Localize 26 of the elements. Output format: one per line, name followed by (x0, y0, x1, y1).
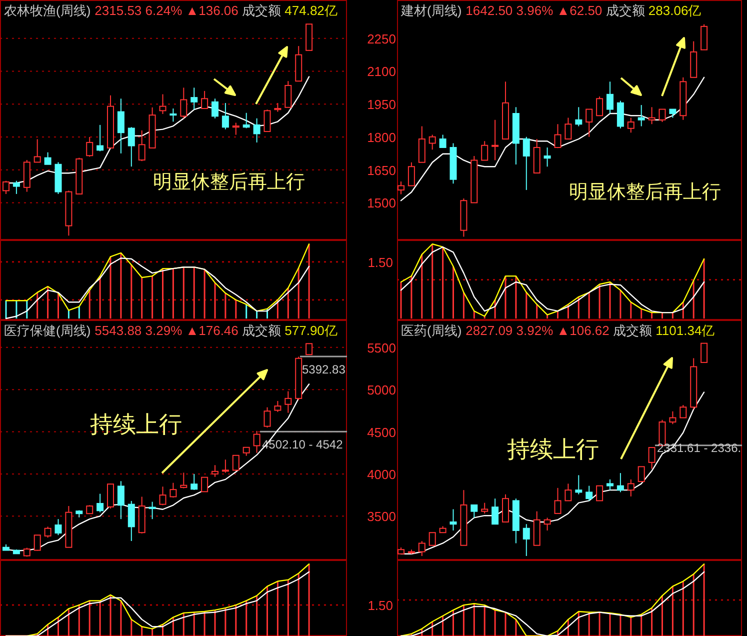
text: 1.50 (368, 598, 393, 613)
y-tick-label: 1500 (367, 196, 396, 211)
annotation: 明显休整后再上行 (569, 182, 721, 203)
y-tick-label: 5000 (367, 382, 396, 398)
annotation: 持续上行 (507, 436, 599, 462)
y-tick-label: 5500 (367, 340, 396, 356)
y-tick-label: 3500 (367, 509, 396, 524)
y-tick-label: 2100 (367, 64, 396, 80)
y-tick-label: 4000 (367, 466, 396, 482)
y-tick-label: 1650 (367, 162, 396, 178)
chart-title: 农林牧渔(周线) (4, 3, 91, 18)
y-tick-label: 2250 (367, 31, 396, 46)
chart-title: 医药(周线) (401, 323, 462, 338)
annotation: 持续上行 (90, 411, 182, 437)
chart-title: 医疗保健(周线) (4, 323, 91, 338)
y-tick-label: 1800 (367, 130, 396, 145)
y-tick-label: 1950 (367, 97, 396, 112)
chart-subtitle: 2315.53 6.24% ▲136.06 成交额 474.82亿 (94, 3, 338, 18)
chart-subtitle: 1642.50 3.96% ▲62.50 成交额 283.06亿 (466, 3, 702, 18)
y-tick-label: 4500 (367, 424, 396, 440)
text: 1.50 (368, 255, 393, 270)
chart-title: 建材(周线) (400, 3, 462, 18)
chart-subtitle: 2827.09 3.92% ▲106.62 成交额 1101.34亿 (466, 323, 715, 338)
ref-line-label: 5392.83 (302, 362, 346, 376)
annotation: 明显休整后再上行 (153, 172, 305, 193)
chart-subtitle: 5543.88 3.29% ▲176.46 成交额 577.90亿 (94, 323, 338, 338)
